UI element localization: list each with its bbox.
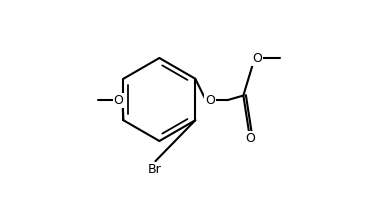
Text: O: O [245, 132, 255, 144]
Text: O: O [205, 94, 215, 107]
Text: Br: Br [147, 163, 161, 176]
Text: O: O [113, 94, 123, 107]
Text: O: O [252, 52, 262, 64]
